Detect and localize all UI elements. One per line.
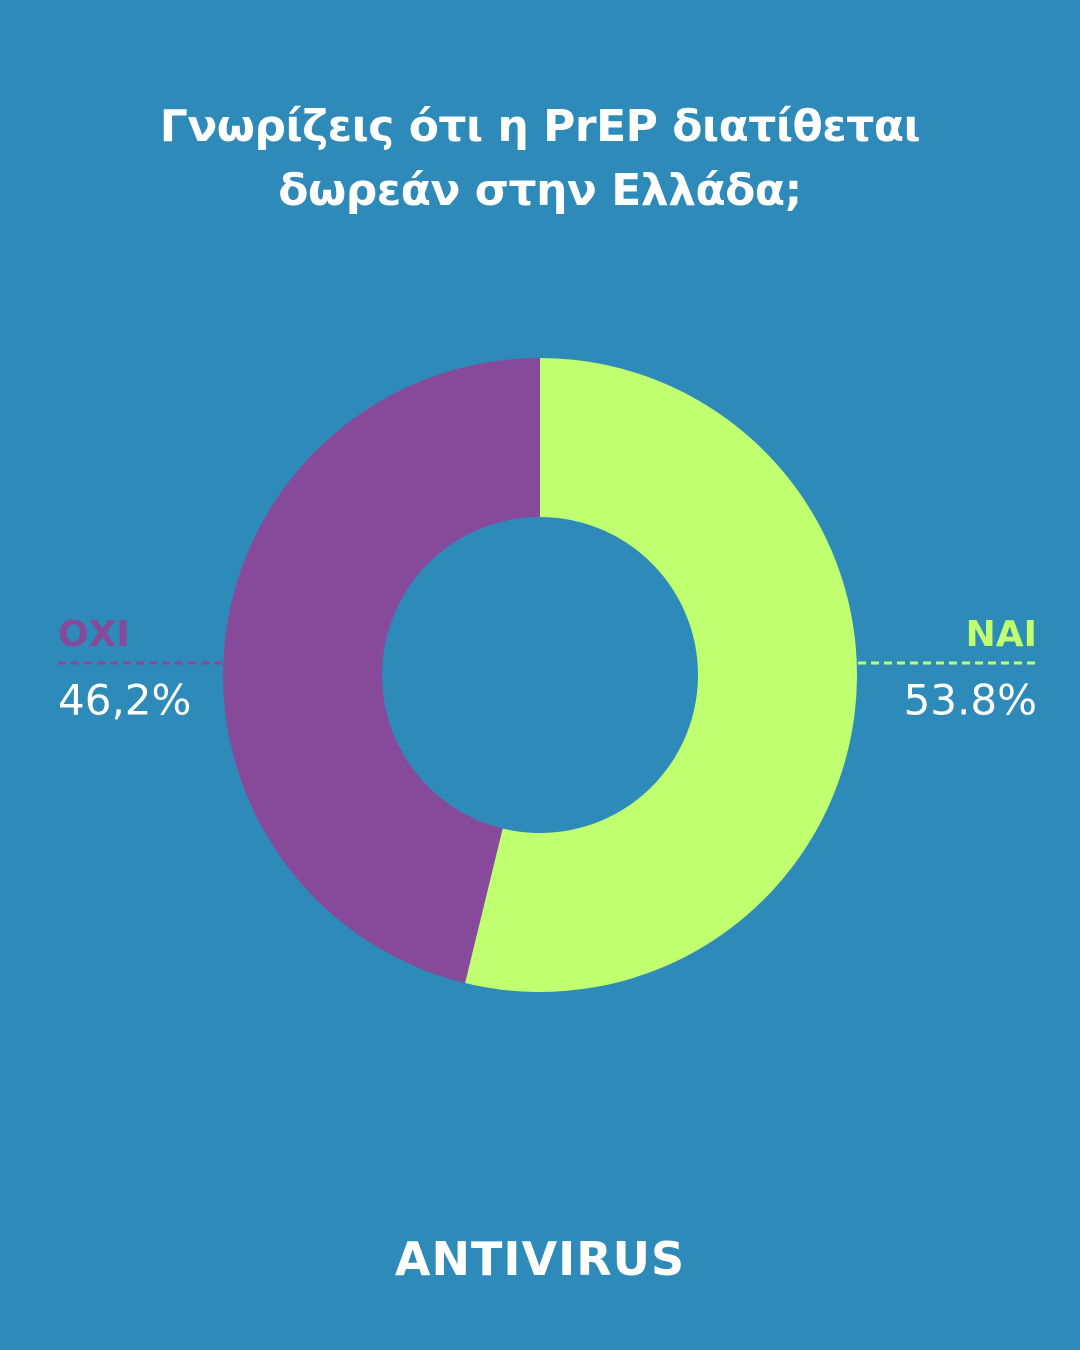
category-label: NAI [966, 614, 1037, 655]
donut-slice [465, 358, 857, 992]
donut-slice [222, 358, 540, 984]
value-label: 46,2% [58, 676, 191, 725]
category-label: ΟΧΙ [58, 614, 130, 655]
value-label: 53.8% [904, 676, 1037, 725]
chart-title: Γνωρίζεις ότι η PrEP διατίθεται δωρεάν σ… [159, 101, 921, 216]
brand: ANTIVIRUS [394, 1232, 686, 1286]
